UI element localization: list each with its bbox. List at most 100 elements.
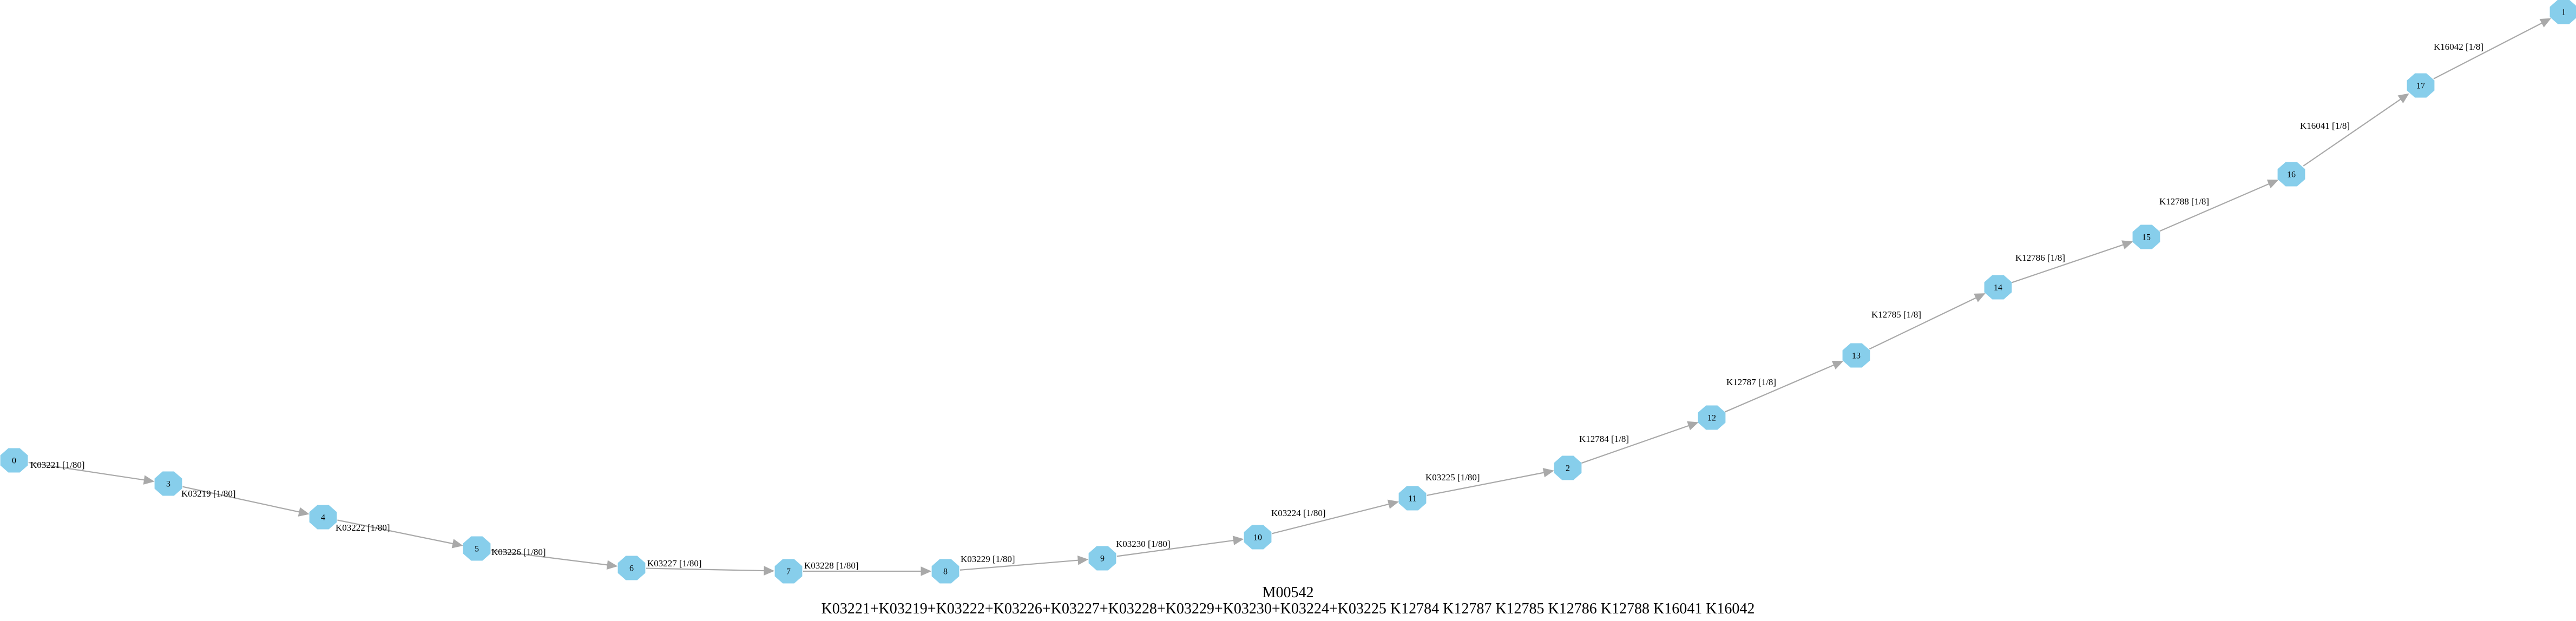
edge-label: K03230 [1/80] <box>1116 539 1171 549</box>
edge-label: K12787 [1/8] <box>1726 377 1776 387</box>
node-12: 12 <box>1698 405 1726 430</box>
edge-0-to-3: K03221 [1/80] <box>28 460 155 485</box>
edge-line <box>2433 22 2542 80</box>
edge-16-to-17: K16041 [1/8] <box>2300 93 2409 167</box>
edge-label: K03228 [1/80] <box>804 560 859 571</box>
node-label: 7 <box>786 567 791 577</box>
node-octagon <box>1554 455 1582 480</box>
arrowhead-icon <box>2121 240 2133 249</box>
node-label: 11 <box>1408 494 1416 504</box>
node-6: 6 <box>617 556 646 580</box>
module-definition-caption: K03221+K03219+K03222+K03226+K03227+K0322… <box>821 600 1755 617</box>
arrowhead-icon <box>1542 468 1554 478</box>
node-octagon <box>1088 546 1116 571</box>
nodes-layer: 0 3 4 5 6 7 8 9 10 11 2 12 13 14 15 16 17 1 <box>0 0 2576 584</box>
edge-4-to-5: K03222 [1/80] <box>336 519 463 549</box>
edge-14-to-15: K12786 [1/8] <box>2012 240 2133 283</box>
edge-line <box>337 519 454 545</box>
edge-label: K16041 [1/8] <box>2300 121 2350 131</box>
edge-line <box>28 461 144 481</box>
node-1: 1 <box>2549 0 2576 24</box>
edge-line <box>1725 364 1835 413</box>
edge-7-to-8: K03228 [1/80] <box>803 560 932 576</box>
edge-line <box>2012 244 2124 283</box>
node-octagon <box>1244 525 1272 550</box>
edge-line <box>960 559 1079 571</box>
edge-line <box>1271 503 1389 534</box>
arrowhead-icon <box>606 560 618 570</box>
node-octagon <box>309 505 337 530</box>
arrowhead-icon <box>764 566 775 576</box>
arrowhead-icon <box>1387 499 1399 509</box>
node-octagon <box>1398 486 1427 511</box>
node-label: 2 <box>1566 464 1570 473</box>
edge-11-to-2: K03225 [1/80] <box>1425 468 1554 496</box>
node-label: 1 <box>2561 8 2566 17</box>
node-14: 14 <box>1984 275 2012 300</box>
node-label: 0 <box>12 457 16 466</box>
node-octagon <box>774 559 803 584</box>
edge-line <box>182 486 300 513</box>
edge-line <box>491 550 608 566</box>
node-label: 5 <box>475 545 479 554</box>
edge-9-to-10: K03230 [1/80] <box>1116 536 1244 557</box>
node-11: 11 <box>1398 486 1427 511</box>
edge-line <box>2303 98 2401 167</box>
node-label: 17 <box>2416 82 2425 91</box>
edge-label: K12785 [1/8] <box>1871 309 1921 320</box>
node-15: 15 <box>2132 224 2160 249</box>
node-octagon <box>2132 224 2160 249</box>
edge-line <box>1427 472 1545 496</box>
node-9: 9 <box>1088 546 1116 571</box>
edge-label: K03229 [1/80] <box>961 554 1015 564</box>
node-label: 12 <box>1707 414 1716 423</box>
edge-5-to-6: K03226 [1/80] <box>491 547 618 570</box>
arrowhead-icon <box>451 539 463 549</box>
edge-label: K03227 [1/80] <box>647 558 702 569</box>
edge-label: K16042 [1/8] <box>2434 42 2483 52</box>
node-label: 6 <box>629 564 634 573</box>
edge-label: K03225 [1/80] <box>1425 472 1480 483</box>
node-label: 9 <box>1100 554 1105 564</box>
node-label: 10 <box>1253 533 1262 543</box>
node-octagon <box>2277 162 2305 187</box>
node-octagon <box>2407 73 2435 98</box>
node-10: 10 <box>1244 525 1272 550</box>
arrowhead-icon <box>2539 18 2552 28</box>
node-7: 7 <box>774 559 803 584</box>
node-octagon <box>463 536 491 561</box>
node-octagon <box>931 559 960 584</box>
node-label: 14 <box>1994 283 2002 293</box>
node-0: 0 <box>0 448 28 473</box>
edge-17-to-1: K16042 [1/8] <box>2433 18 2552 80</box>
node-label: 13 <box>1852 352 1861 361</box>
edge-6-to-7: K03227 [1/80] <box>646 558 775 576</box>
node-octagon <box>1984 275 2012 300</box>
edge-label: K03219 [1/80] <box>181 488 236 499</box>
edge-label: K12786 [1/8] <box>2015 253 2065 263</box>
edge-10-to-11: K03224 [1/80] <box>1271 499 1399 534</box>
arrowhead-icon <box>1974 293 1986 302</box>
edge-label: K03221 [1/80] <box>30 460 85 470</box>
edge-13-to-14: K12785 [1/8] <box>1869 293 1986 350</box>
arrowhead-icon <box>2397 93 2409 103</box>
node-label: 16 <box>2287 170 2296 180</box>
node-17: 17 <box>2407 73 2435 98</box>
node-octagon <box>1698 405 1726 430</box>
edge-line <box>646 567 765 572</box>
node-label: 4 <box>321 513 325 523</box>
module-id-caption: M00542 <box>1262 584 1314 601</box>
arrowhead-icon <box>1232 536 1244 545</box>
node-octagon <box>617 556 646 580</box>
edge-label: K12784 [1/8] <box>1579 434 1629 444</box>
edge-8-to-9: K03229 [1/80] <box>960 554 1089 571</box>
node-3: 3 <box>154 471 182 496</box>
arrowhead-icon <box>921 566 932 576</box>
node-8: 8 <box>931 559 960 584</box>
node-4: 4 <box>309 505 337 530</box>
edge-label: K03226 [1/80] <box>491 547 546 557</box>
node-5: 5 <box>463 536 491 561</box>
edge-line <box>1581 425 1689 464</box>
node-label: 15 <box>2142 233 2151 242</box>
